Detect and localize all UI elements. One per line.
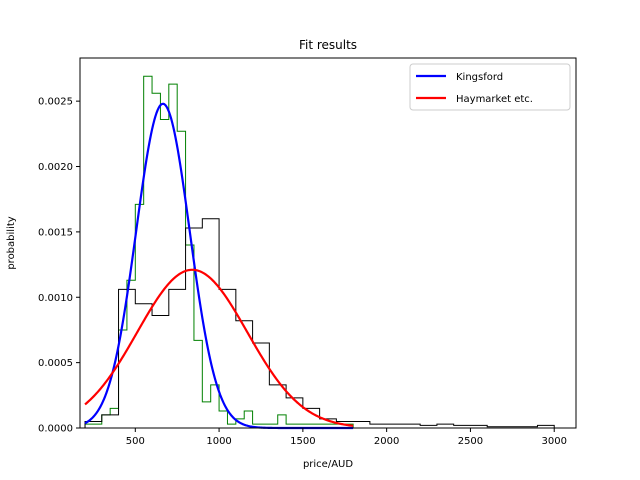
x-tick-label: 2500 bbox=[458, 436, 483, 447]
histogram-layer bbox=[84, 75, 555, 428]
legend-label-kingsford: Kingsford bbox=[456, 72, 503, 83]
y-tick-label: 0.0010 bbox=[38, 293, 73, 304]
x-axis-ticks: 500 1000 1500 2000 2500 3000 bbox=[126, 428, 567, 447]
x-tick-label: 3000 bbox=[541, 436, 566, 447]
histogram-1 bbox=[84, 75, 354, 428]
legend-label-haymarket: Haymarket etc. bbox=[456, 94, 533, 105]
y-axis-ticks: 0.0000 0.0005 0.0010 0.0015 0.0020 0.0025 bbox=[38, 97, 80, 435]
legend: Kingsford Haymarket etc. bbox=[409, 63, 571, 111]
x-tick-label: 500 bbox=[126, 436, 145, 447]
fit-curve-haymarket bbox=[84, 268, 354, 427]
x-tick-label: 2000 bbox=[374, 436, 399, 447]
y-tick-label: 0.0005 bbox=[38, 358, 73, 369]
x-tick-label: 1000 bbox=[206, 436, 231, 447]
x-tick-label: 1500 bbox=[290, 436, 315, 447]
x-axis-label: price/AUD bbox=[303, 459, 353, 470]
legend-box bbox=[409, 63, 571, 111]
y-tick-label: 0.0020 bbox=[38, 162, 73, 173]
plot-frame bbox=[79, 57, 577, 429]
y-axis-label: probability bbox=[6, 216, 17, 269]
y-tick-label: 0.0000 bbox=[38, 424, 73, 435]
y-tick-label: 0.0015 bbox=[38, 227, 73, 238]
chart-title: Fit results bbox=[299, 38, 357, 52]
y-tick-label: 0.0025 bbox=[38, 97, 73, 108]
histogram-2 bbox=[84, 218, 555, 428]
